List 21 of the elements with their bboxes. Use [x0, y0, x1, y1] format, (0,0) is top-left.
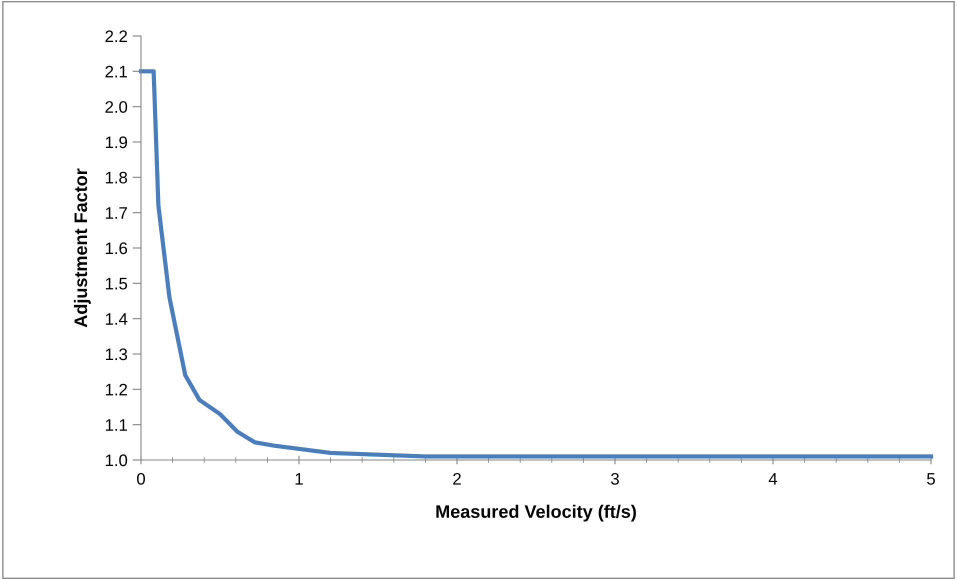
x-tick-label: 1	[296, 473, 303, 485]
y-tick-label: 2.0	[105, 101, 128, 113]
x-tick-label: 4	[768, 473, 778, 485]
x-tick-label: 3	[611, 472, 619, 485]
y-tick-label: 1.9	[106, 136, 128, 148]
x-tick-label: 0	[137, 472, 145, 485]
x-tick-label: 5	[927, 473, 935, 485]
y-tick-label: 1.0	[106, 454, 128, 466]
y-tick-label: 1.5	[106, 278, 128, 290]
y-tick-label: 1.1	[106, 419, 127, 431]
y-tick-label: 1.8	[106, 172, 128, 184]
y-tick-label: 1.6	[106, 242, 128, 254]
y-axis-title: Adjustment Factor	[74, 168, 91, 328]
y-tick-label: 2.2	[105, 30, 127, 42]
x-tick-label: 2	[453, 472, 461, 485]
y-tick-label: 1.2	[106, 384, 127, 396]
x-axis-title: Measured Velocity (ft/s)	[436, 504, 636, 522]
y-tick-label: 1.3	[106, 348, 128, 360]
y-tick-label: 1.4	[106, 313, 128, 325]
y-tick-label: 2.1	[105, 66, 127, 78]
y-tick-label: 1.7	[106, 207, 127, 219]
